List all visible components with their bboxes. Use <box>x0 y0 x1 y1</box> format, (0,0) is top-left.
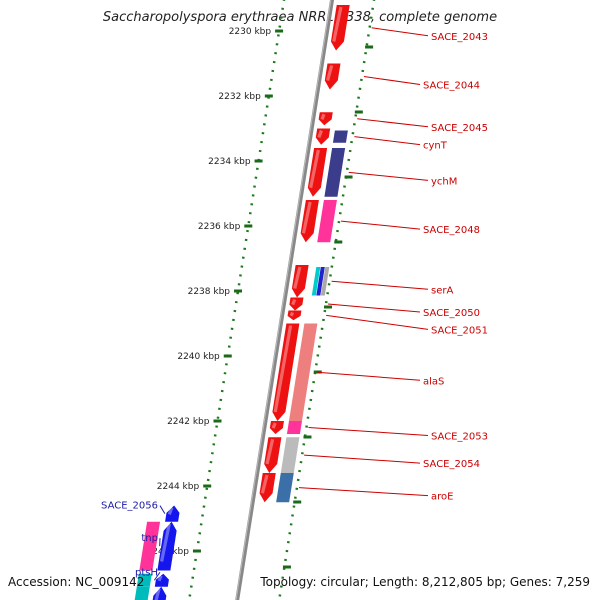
gene-label-ptsh: ptsH <box>135 567 158 578</box>
gene-label-sace-2045: SACE_2045 <box>431 123 488 134</box>
scale-tick-label: 2240 kbp <box>177 352 220 362</box>
accession-label: Accession: NC_009142 <box>8 575 145 589</box>
gene-leader-sera <box>331 280 429 290</box>
gene-arrow-sace-2048 <box>300 200 319 243</box>
feature-bar-sera <box>316 267 325 296</box>
gene-label-sace-2043: SACE_2043 <box>431 32 488 43</box>
gene-arrow-sace-2045 <box>318 112 333 126</box>
gene-leader-sace-2050 <box>327 303 421 313</box>
gene-leader-ptsh <box>153 571 161 581</box>
gene-leader-sace-2051 <box>326 314 429 330</box>
gene-label-ychm: ychM <box>431 176 457 187</box>
gene-label-aroe: aroE <box>431 492 453 503</box>
gene-label-alas: alaS <box>423 376 444 387</box>
gene-arrow-tnp-shine <box>159 523 171 562</box>
gene-arrow-sace-2043 <box>330 5 350 51</box>
gene-arrow-sace-2045-shine <box>320 113 326 121</box>
gene-label-sace-2054: SACE_2054 <box>423 459 480 470</box>
scale-tick-label: 2236 kbp <box>198 222 241 232</box>
gene-arrow-ychm-shine <box>309 149 320 189</box>
feature-bar-ptsh <box>136 573 152 587</box>
gene-arrow-sera <box>291 265 309 298</box>
gene-arrow-ptsh <box>154 573 169 587</box>
gene-label-sace-2048: SACE_2048 <box>423 225 480 236</box>
scale-guide-right <box>277 0 376 600</box>
gene-arrow-sace-2054-shine <box>265 438 275 465</box>
gene-leader-sace-2056 <box>159 505 166 514</box>
gene-arrow-sace-2051-shine <box>289 311 295 317</box>
gene-label-sace-2044: SACE_2044 <box>423 81 480 92</box>
gene-arrow-sace-2056 <box>165 505 180 522</box>
gene-arrow-alas <box>272 323 300 421</box>
gene-label-cynt: cynT <box>423 141 448 152</box>
gene-arrow-sace-2056-shine <box>167 506 174 516</box>
feature-bar-aroe <box>276 473 294 503</box>
gene-arrow-sace-2044-shine <box>326 65 334 81</box>
feature-bar-sace-2054 <box>280 437 300 473</box>
gene-arrow-sace-2054 <box>264 437 282 473</box>
scale-tick-label: 2244 kbp <box>157 482 200 492</box>
scale-tick-label: 2234 kbp <box>208 157 251 167</box>
genome-title: Saccharopolyspora erythraea NRRL 2338, c… <box>102 10 498 25</box>
feature-bar-sace-2053 <box>286 421 302 434</box>
gene-label-sace-2051: SACE_2051 <box>431 325 488 336</box>
feature-bar-tnp <box>139 521 161 571</box>
gene-arrow-sera-shine <box>293 266 302 289</box>
feature-bar-sera <box>311 267 321 296</box>
genome-backbone-highlight <box>235 0 332 600</box>
gene-arrow-sace-2048-shine <box>301 201 312 234</box>
gene-arrow-aroe <box>259 473 276 503</box>
gene-label-sace-2053: SACE_2053 <box>431 432 488 443</box>
scale-tick-label: 2230 kbp <box>229 27 272 37</box>
feature-bar-unnamed <box>134 586 150 600</box>
gene-arrow-sace-2050 <box>289 297 304 311</box>
genome-backbone <box>235 0 335 600</box>
genome-summary: Topology: circular; Length: 8,212,805 bp… <box>260 575 590 589</box>
gene-leader-sace-2045 <box>357 118 429 128</box>
gene-leader-sace-2044 <box>363 76 421 85</box>
gene-label-sace-2050: SACE_2050 <box>423 308 480 319</box>
scale-tick-label: 2242 kbp <box>167 417 210 427</box>
gene-leader-sace-2053 <box>308 427 429 436</box>
feature-bar-alas <box>288 323 318 421</box>
scale-tick-label: 2238 kbp <box>188 287 231 297</box>
gene-arrow-unnamed-shine <box>154 588 161 600</box>
gene-leader-sace-2043 <box>371 27 429 37</box>
feature-bar-sace-2048 <box>317 200 337 243</box>
gene-label-sera: serA <box>431 285 453 296</box>
gene-arrow-alas-shine <box>273 325 293 413</box>
gene-leader-aroe <box>298 487 429 497</box>
gene-leader-sace-2048 <box>341 220 421 230</box>
feature-bar-cynt <box>332 130 348 143</box>
gene-leader-ychm <box>348 171 429 181</box>
gene-arrow-sace-2051 <box>287 310 302 321</box>
gene-arrow-sace-2053-shine <box>271 422 277 429</box>
gene-arrow-sace-2043-shine <box>332 6 343 42</box>
gene-arrow-unnamed <box>152 586 167 600</box>
gene-arrow-cynt-shine <box>317 129 323 139</box>
gene-leader-alas <box>317 371 421 381</box>
gene-label-sace-2056: SACE_2056 <box>101 501 158 512</box>
feature-bar-sera <box>320 267 330 296</box>
gene-arrow-tnp <box>157 521 177 571</box>
gene-arrow-sace-2044 <box>324 63 341 90</box>
gene-arrow-ptsh-shine <box>157 575 163 582</box>
gene-label-tnp: tnp <box>141 533 158 544</box>
feature-bar-ychm <box>324 148 346 197</box>
gene-leader-cynt <box>354 136 421 146</box>
gene-leader-sace-2054 <box>304 454 421 464</box>
gene-arrow-cynt <box>315 128 331 145</box>
scale-guide-left <box>187 0 286 600</box>
gene-arrow-sace-2050-shine <box>291 298 297 306</box>
gene-arrow-aroe-shine <box>260 474 269 494</box>
scale-tick-label: 2232 kbp <box>218 92 261 102</box>
gene-arrow-sace-2053 <box>269 421 284 434</box>
gene-arrow-ychm <box>307 148 328 197</box>
